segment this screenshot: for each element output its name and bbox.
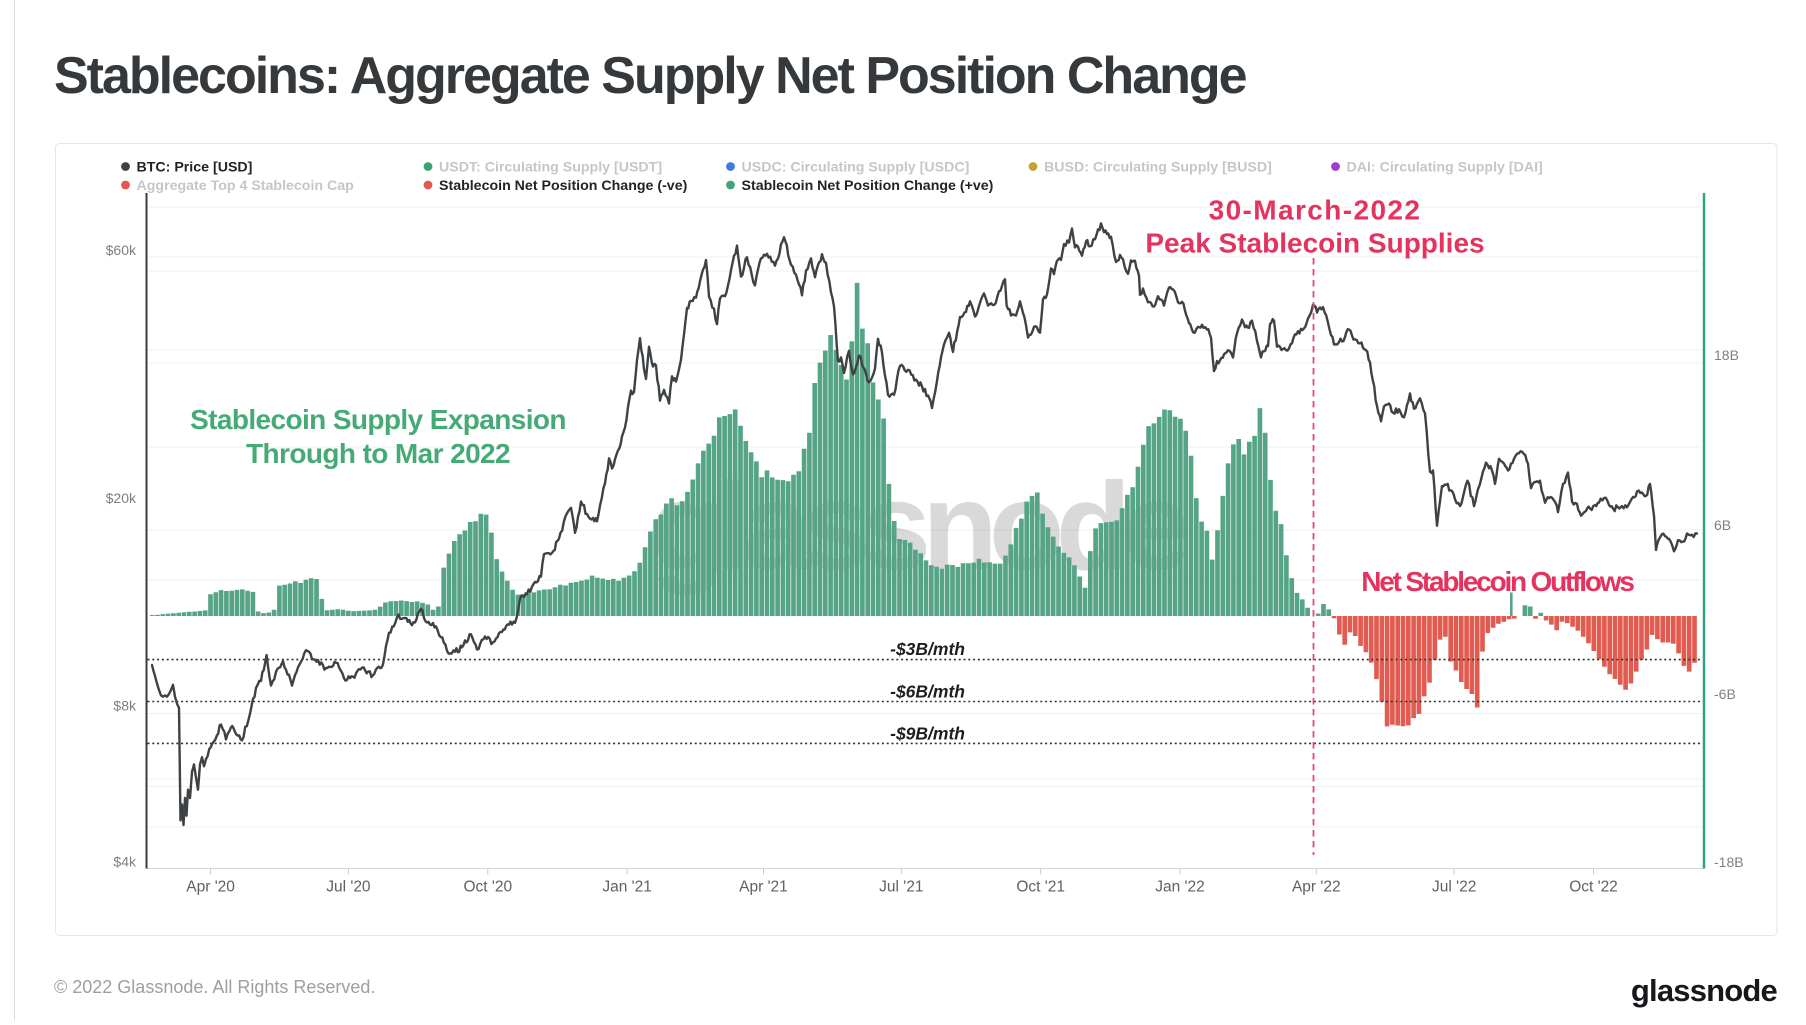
svg-text:-$6B/mth: -$6B/mth	[890, 682, 965, 702]
svg-text:18B: 18B	[1714, 347, 1739, 363]
svg-text:BUSD: Circulating Supply [BUSD: BUSD: Circulating Supply [BUSD]	[1044, 160, 1272, 176]
svg-text:Aggregate Top 4 Stablecoin Cap: Aggregate Top 4 Stablecoin Cap	[137, 178, 355, 194]
svg-text:Stablecoin Supply Expansion: Stablecoin Supply Expansion	[190, 404, 566, 435]
svg-text:Apr '21: Apr '21	[739, 879, 788, 896]
svg-text:Apr '22: Apr '22	[1292, 879, 1341, 896]
svg-text:$8k: $8k	[113, 698, 137, 714]
svg-text:Jul '22: Jul '22	[1432, 879, 1476, 896]
svg-text:-$3B/mth: -$3B/mth	[890, 639, 965, 659]
svg-text:$60k: $60k	[106, 242, 137, 258]
svg-text:Jul '20: Jul '20	[326, 879, 371, 896]
svg-text:Stablecoin Net Position Change: Stablecoin Net Position Change (-ve)	[439, 178, 688, 194]
svg-text:$4k: $4k	[113, 854, 137, 870]
svg-text:BTC: Price [USD]: BTC: Price [USD]	[137, 160, 253, 176]
svg-text:Through to Mar 2022: Through to Mar 2022	[246, 438, 510, 469]
svg-text:Oct '22: Oct '22	[1569, 879, 1618, 896]
svg-text:Jul '21: Jul '21	[879, 879, 923, 896]
svg-text:6B: 6B	[1714, 517, 1731, 533]
svg-text:USDT: Circulating Supply [USDT: USDT: Circulating Supply [USDT]	[439, 160, 662, 176]
svg-text:Net Stablecoin Outflows: Net Stablecoin Outflows	[1361, 566, 1634, 597]
svg-text:Jan '22: Jan '22	[1155, 879, 1205, 896]
svg-text:DAI: Circulating Supply [DAI]: DAI: Circulating Supply [DAI]	[1347, 160, 1543, 176]
svg-text:$20k: $20k	[106, 490, 137, 506]
svg-text:Jan '21: Jan '21	[602, 879, 652, 896]
svg-text:Oct '21: Oct '21	[1016, 879, 1065, 896]
svg-text:-$9B/mth: -$9B/mth	[890, 724, 965, 744]
svg-text:-6B: -6B	[1714, 686, 1736, 702]
svg-text:Apr '20: Apr '20	[186, 879, 235, 896]
svg-text:Stablecoin Net Position Change: Stablecoin Net Position Change (+ve)	[742, 178, 994, 194]
svg-text:USDC: Circulating Supply [USDC: USDC: Circulating Supply [USDC]	[742, 160, 970, 176]
svg-text:Oct '20: Oct '20	[463, 879, 512, 896]
svg-text:Peak Stablecoin Supplies: Peak Stablecoin Supplies	[1145, 228, 1484, 259]
svg-text:30-March-2022: 30-March-2022	[1209, 195, 1422, 226]
svg-text:-18B: -18B	[1714, 854, 1744, 870]
